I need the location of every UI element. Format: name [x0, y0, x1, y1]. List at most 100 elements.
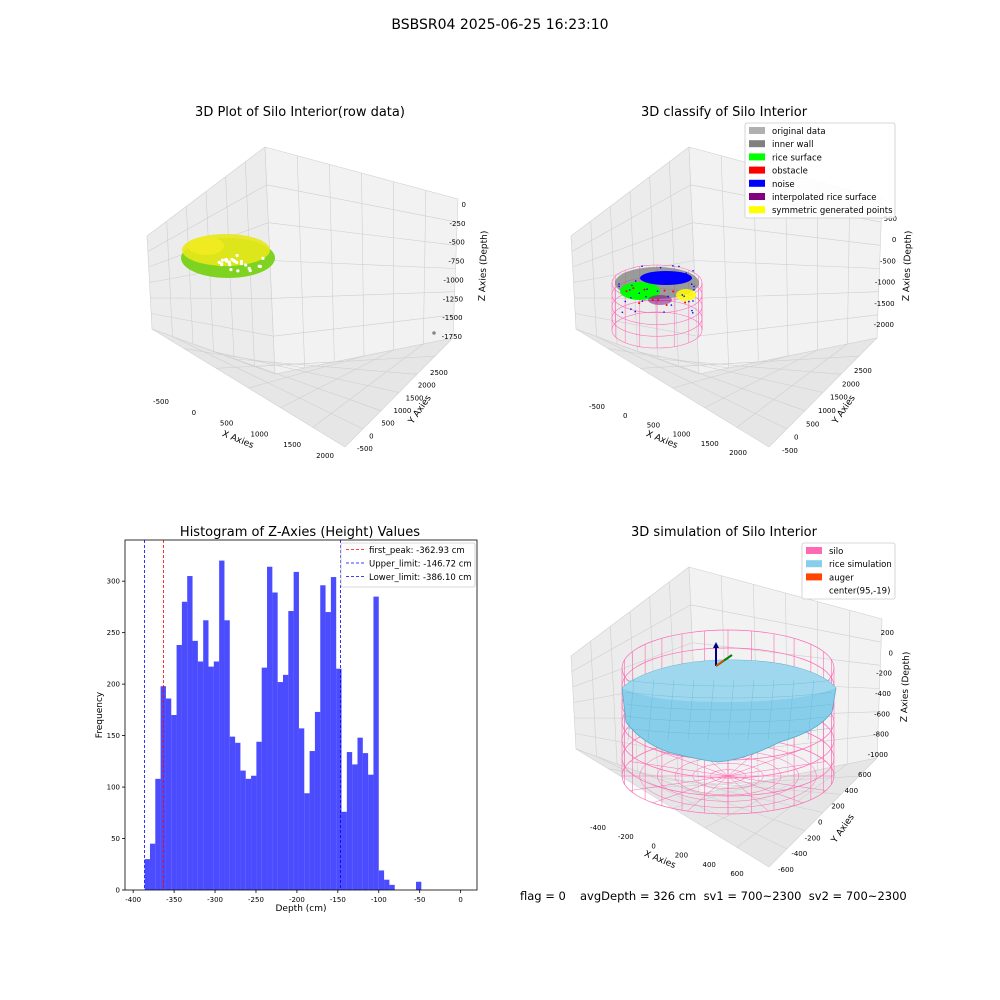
- x-tick-label: -250: [248, 896, 264, 904]
- z-tick-label: -500: [880, 257, 896, 265]
- histogram-bar: [267, 566, 273, 890]
- noise-point: [688, 300, 690, 303]
- rice-surface-top: [622, 660, 836, 702]
- noise-point: [645, 295, 647, 298]
- x-tick-label: -200: [618, 833, 634, 841]
- histogram-bar: [155, 778, 161, 890]
- legend-swatch: [749, 140, 765, 148]
- silo-floor-spoke: [727, 775, 769, 812]
- x-tick-label: -50: [414, 896, 425, 904]
- noise-point: [642, 275, 645, 277]
- raw-plot-ticks: -5000500100015002000-5000500100015002000…: [153, 201, 466, 460]
- y-tick-label: 600: [858, 771, 871, 779]
- simulation-x-axis-label: X Axies: [642, 849, 677, 871]
- legend-label: obstacle: [772, 167, 808, 177]
- simulation-plot-ticks: -400-20002004006006004002000-200-400-600…: [590, 629, 894, 878]
- point-gap: [261, 256, 265, 260]
- legend-box: [340, 542, 476, 588]
- legend-label: interpolated rice surface: [772, 193, 877, 203]
- silo-floor-spoke: [687, 775, 729, 812]
- noise-point: [630, 296, 632, 299]
- histogram-title: Histogram of Z-Axies (Height) Values: [180, 525, 420, 540]
- silo-ring: [611, 311, 703, 349]
- histogram-bar: [272, 592, 278, 890]
- histogram-bar: [229, 736, 236, 890]
- noise-point: [693, 285, 695, 288]
- x-tick-label: -200: [289, 896, 305, 904]
- grid-line: [423, 190, 427, 345]
- histogram-x-ticks: -400 -350 -300 -250 -200 -150 -100 -50 0: [125, 890, 463, 904]
- histogram-bar: [357, 737, 363, 890]
- depth-histogram: Histogram of Z-Axies (Height) Values -40…: [95, 525, 478, 914]
- auger-axis-red: [715, 659, 725, 667]
- noise-point: [618, 285, 620, 288]
- simulation-y-axis-label: Y Axies: [829, 812, 857, 845]
- y-tick-label: 500: [806, 420, 819, 428]
- x-tick-label: 200: [675, 852, 688, 860]
- z-tick-label: -1500: [874, 300, 894, 308]
- histogram-bar: [160, 686, 166, 890]
- y-tick-label: 400: [845, 787, 858, 795]
- obstacle-point: [657, 299, 660, 302]
- silo-floor-spoke: [727, 775, 804, 804]
- histogram-bar: [251, 775, 257, 890]
- histogram-bar: [314, 711, 321, 890]
- silo-floor-spoke: [727, 775, 826, 791]
- legend-label: noise: [772, 180, 795, 190]
- y-tick-label: -600: [778, 866, 794, 874]
- histogram-bar: [144, 859, 150, 890]
- noise-point: [672, 265, 674, 267]
- x-tick-label: 0: [623, 412, 627, 420]
- histogram-bar: [187, 576, 193, 890]
- simulation-z-axis-label: Z Axies (Depth): [900, 652, 912, 723]
- point-gap: [258, 264, 262, 269]
- point-gap: [247, 266, 251, 270]
- x-tick-label: 0: [651, 842, 655, 850]
- raw-plot-axes-box: [146, 146, 459, 448]
- z-tick-label: -750: [448, 258, 464, 266]
- histogram-vlines: [144, 540, 341, 890]
- y-tick-label: 1500: [830, 394, 848, 402]
- noise-point: [670, 304, 673, 306]
- y-tick-label: 100: [107, 784, 120, 792]
- classify-plot-title: 3D classify of Silo Interior: [641, 105, 808, 120]
- histogram-bar: [149, 843, 156, 890]
- legend-swatch: [749, 153, 765, 161]
- histogram-bar: [181, 601, 188, 890]
- silo-floor-spoke: [630, 761, 729, 777]
- rice-mesh-line: [625, 679, 833, 687]
- y-tick-label: 2500: [854, 367, 872, 375]
- raw-z-axis-label: Z Axies (Depth): [478, 231, 490, 302]
- x-tick-label: 1500: [701, 440, 719, 448]
- x-tick-label: -100: [371, 896, 387, 904]
- symmetric-points: [676, 289, 696, 301]
- histogram-y-axis-label: Frequency: [95, 691, 105, 738]
- obstacle-point: [663, 289, 666, 292]
- histogram-bar: [235, 742, 241, 890]
- x-tick-label: 0: [192, 409, 196, 417]
- noise-point: [690, 283, 693, 285]
- point-gap: [217, 260, 221, 264]
- obstacle-point: [643, 288, 646, 291]
- figure-title: BSBSR04 2025-06-25 16:23:10: [391, 17, 609, 33]
- noise-point: [631, 284, 633, 287]
- noise-point: [659, 266, 662, 269]
- z-tick-label: 0: [889, 649, 893, 657]
- silo-floor-spoke: [652, 748, 729, 777]
- histogram-bar: [346, 752, 353, 890]
- histogram-bar: [373, 596, 379, 890]
- rice-mesh-line: [687, 679, 695, 741]
- point-gap: [239, 259, 244, 264]
- point-cloud-highlight: [188, 237, 224, 255]
- histogram-bar: [336, 668, 342, 890]
- point-gap: [220, 258, 225, 262]
- z-tick-label: 0: [462, 201, 466, 209]
- y-tick-label: 300: [107, 578, 120, 586]
- histogram-bar: [330, 577, 337, 890]
- histogram-y-ticks: 0 50 100 150 200 250 300: [107, 578, 125, 895]
- rice-mesh-line: [807, 679, 815, 741]
- legend-swatch: [749, 193, 765, 200]
- point-gap: [236, 269, 240, 273]
- noise-point: [692, 270, 694, 272]
- noise-point: [686, 276, 689, 278]
